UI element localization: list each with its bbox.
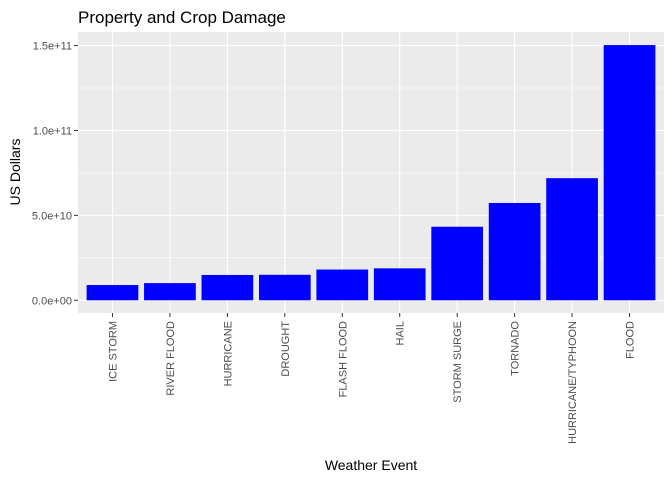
bar-storm-surge: [431, 226, 484, 301]
y-axis-title: US Dollars: [7, 139, 23, 206]
y-tick-label: 1.5e+11: [33, 41, 72, 53]
bar-flood: [603, 45, 656, 301]
x-tick-label: HAIL: [395, 321, 407, 345]
bar-ice-storm: [86, 285, 139, 301]
x-tick-label: HURRICANE/TYPHOON: [567, 321, 579, 444]
x-axis: ICE STORM RIVER FLOOD HURRICANE DROUGHT FLAS…: [107, 313, 637, 444]
x-axis-title: Weather Event: [325, 457, 417, 473]
bar-hurricane: [201, 274, 254, 301]
y-tick-label: 1.0e+11: [33, 125, 72, 137]
x-tick-label: RIVER FLOOD: [165, 321, 177, 396]
x-tick-label: FLASH FLOOD: [337, 321, 349, 397]
chart-title: Property and Crop Damage: [78, 8, 286, 27]
x-tick-label: HURRICANE: [222, 321, 234, 386]
x-tick-label: STORM SURGE: [452, 321, 464, 403]
bar-hurricane-typhoon: [546, 178, 598, 301]
x-tick-label: TORNADO: [510, 321, 522, 376]
bar-tornado: [488, 202, 541, 301]
x-tick-label: DROUGHT: [280, 321, 292, 377]
bar-hail: [373, 268, 426, 301]
y-tick-label: 0.0e+00: [32, 295, 72, 307]
bar-drought: [258, 274, 311, 301]
bars: [86, 45, 656, 301]
bar-river-flood: [144, 283, 196, 301]
y-axis: 0.0e+00 5.0e+10 1.0e+11 1.5e+11: [32, 41, 78, 307]
x-tick-label: FLOOD: [625, 321, 637, 359]
y-tick-label: 5.0e+10: [32, 210, 72, 222]
x-tick-label: ICE STORM: [107, 321, 119, 382]
bar-flash-flood: [316, 269, 369, 301]
